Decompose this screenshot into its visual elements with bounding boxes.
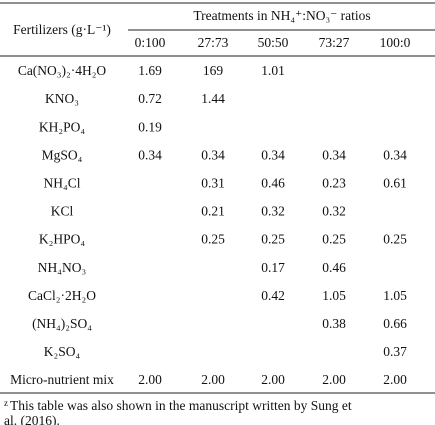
cell: 0.72 bbox=[138, 91, 162, 106]
cell: 0.66 bbox=[383, 316, 407, 331]
cell: 169 bbox=[203, 63, 224, 78]
row-label: KCl bbox=[51, 204, 74, 219]
cell: 2.00 bbox=[322, 372, 346, 387]
cell: 0.61 bbox=[383, 175, 407, 190]
row-label: NH₄NO₃ bbox=[38, 260, 87, 275]
cell: 0.42 bbox=[261, 288, 285, 303]
cell: 0.25 bbox=[201, 232, 225, 247]
footnote-line: This table was also shown in the manuscr… bbox=[10, 398, 352, 413]
column-header: 27:73 bbox=[198, 35, 229, 50]
column-header: 50:50 bbox=[258, 35, 289, 50]
column-header: 0:100 bbox=[135, 35, 166, 50]
cell: 1.44 bbox=[201, 91, 225, 106]
row-label: Ca(NO₃)₂·4H₂O bbox=[18, 63, 107, 78]
cell: 0.19 bbox=[138, 119, 162, 134]
cell: 1.05 bbox=[322, 288, 346, 303]
cell: 2.00 bbox=[138, 372, 162, 387]
cell: 0.25 bbox=[322, 232, 346, 247]
cell: 0.34 bbox=[261, 147, 285, 162]
footnote-marker: z bbox=[4, 398, 8, 408]
row-label: (NH₄)₂SO₄ bbox=[32, 316, 92, 331]
cell: 0.21 bbox=[201, 204, 225, 219]
row-label: MgSO₄ bbox=[42, 147, 83, 162]
cell: 0.34 bbox=[201, 147, 225, 162]
cell: 0.38 bbox=[322, 316, 346, 331]
row-label: NH₄Cl bbox=[44, 175, 81, 190]
cell: 0.34 bbox=[138, 147, 162, 162]
cell: 0.25 bbox=[261, 232, 285, 247]
cell: 0.34 bbox=[383, 147, 407, 162]
row-label: K₂HPO₄ bbox=[39, 232, 85, 247]
cell: 1.05 bbox=[383, 288, 407, 303]
row-header: Fertilizers (g·L⁻¹) bbox=[13, 22, 111, 37]
column-header: 73:27 bbox=[319, 35, 350, 50]
cell: 0.23 bbox=[322, 175, 346, 190]
cell: 0.32 bbox=[261, 204, 285, 219]
cell: 0.25 bbox=[383, 232, 407, 247]
cell: 2.00 bbox=[261, 372, 285, 387]
cell: 2.00 bbox=[383, 372, 407, 387]
cell: 2.00 bbox=[201, 372, 225, 387]
row-label: Micro-nutrient mix bbox=[10, 372, 114, 387]
row-label: KNO₃ bbox=[45, 91, 79, 106]
column-header: 100:0 bbox=[380, 35, 411, 50]
cell: 1.01 bbox=[261, 63, 285, 78]
cell: 0.37 bbox=[383, 344, 407, 359]
group-header: Treatments in NH₄⁺:NO₃⁻ ratios bbox=[193, 8, 370, 23]
row-label: K₂SO₄ bbox=[44, 344, 81, 359]
cell: 0.46 bbox=[322, 260, 346, 275]
cell: 1.69 bbox=[138, 63, 162, 78]
cell: 0.34 bbox=[322, 147, 346, 162]
footnote-line: al. (2016). bbox=[4, 413, 60, 425]
cell: 0.31 bbox=[201, 175, 225, 190]
cell: 0.32 bbox=[322, 204, 346, 219]
row-label: KH₂PO₄ bbox=[39, 119, 85, 134]
cell: 0.17 bbox=[261, 260, 285, 275]
cell: 0.46 bbox=[261, 175, 285, 190]
row-label: CaCl₂·2H₂O bbox=[28, 288, 96, 303]
